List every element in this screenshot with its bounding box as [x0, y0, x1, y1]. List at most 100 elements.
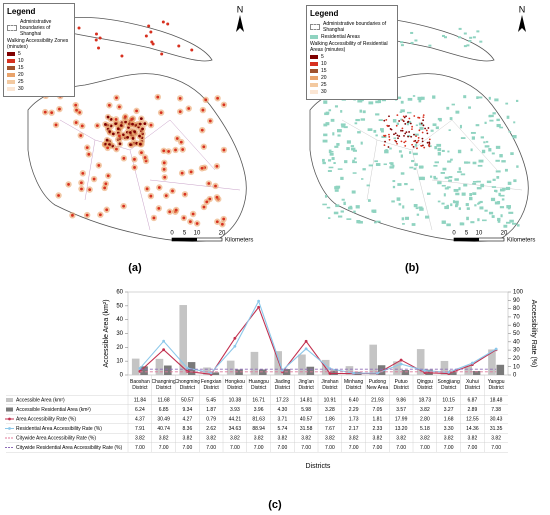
table-cell: 3.82 [444, 435, 454, 441]
table-cell: 2.33 [373, 426, 383, 432]
residential-area [368, 101, 374, 105]
table-cell: 3.96 [254, 407, 264, 413]
table-cell: 17.23 [276, 397, 289, 403]
bar [203, 367, 211, 375]
residential-area [475, 124, 480, 127]
scale-label: 20 [501, 231, 508, 237]
legend-label: Citywide Area Accessibility Rate (%) [16, 435, 96, 441]
legend-label: Area Accessibility Rate (%) [16, 416, 76, 422]
table-cell: 3.28 [325, 407, 335, 413]
residential-area [322, 158, 325, 162]
point [185, 366, 189, 370]
legend-text: 15 [321, 68, 327, 74]
residential-area [352, 159, 355, 163]
legend-text: Residential Areas [321, 34, 360, 40]
point [304, 339, 308, 343]
residential-area [500, 214, 503, 218]
zone-core [401, 129, 404, 132]
legend-row: Administrative boundaries of Shanghai [310, 21, 394, 33]
residential-area [383, 163, 387, 166]
table-cell: 3.82 [468, 435, 478, 441]
table-cell: 44.21 [229, 416, 242, 422]
zone-core [422, 114, 425, 116]
residential-area [459, 222, 464, 225]
x-tick-label: Jinshan District [321, 379, 338, 391]
zone-core [195, 222, 199, 225]
zone-core [116, 127, 120, 131]
residential-area [337, 134, 341, 137]
zone-core [133, 130, 137, 134]
zone-core [398, 120, 401, 122]
residential-area [463, 45, 467, 48]
table-cell: 3.82 [278, 435, 288, 441]
x-tick-label: Hongkou District [225, 379, 245, 391]
residential-area [506, 115, 510, 119]
residential-area [513, 179, 517, 183]
residential-area [379, 128, 384, 131]
table-cell: 7.00 [396, 445, 406, 451]
residential-area [480, 136, 485, 139]
zone-core [411, 125, 414, 128]
residential-area [430, 129, 434, 132]
zone-core [396, 114, 399, 117]
scale-label: 10 [476, 231, 483, 237]
bar [330, 370, 338, 375]
residential-area [407, 97, 413, 101]
zone-core [54, 123, 58, 127]
residential-area [425, 215, 430, 219]
zone-core [79, 134, 83, 137]
zone-core [202, 205, 206, 209]
table-cell: 9.86 [396, 397, 406, 403]
legend-text: Administrative boundaries of Shanghai [20, 19, 52, 37]
residential-area [406, 122, 409, 126]
zone-core [401, 127, 404, 130]
legend-row: 25 [7, 79, 71, 85]
zone-core [205, 200, 209, 204]
residential-area [479, 200, 483, 204]
legend-row: 30 [7, 86, 71, 92]
scale-bar-fill [454, 238, 479, 241]
residential-area [516, 224, 520, 227]
table-cell: 3.93 [230, 407, 240, 413]
residential-area [354, 122, 358, 125]
legend-text: 30 [18, 86, 24, 92]
residential-area [373, 129, 377, 133]
bar [226, 360, 235, 375]
zone-core [388, 138, 391, 141]
zone-core [135, 109, 138, 113]
legend-label: Accessible Area (km²) [16, 397, 65, 403]
zone-core [67, 183, 70, 186]
residential-area [351, 190, 356, 194]
zone-core [390, 128, 393, 131]
y2-tick-label: 40 [513, 339, 520, 345]
y2-tick-label: 10 [513, 364, 520, 370]
legend-swatch [310, 69, 318, 73]
residential-area [346, 147, 350, 151]
x-tick-label: Jiading District [274, 379, 290, 391]
point [399, 358, 403, 362]
residential-area [448, 129, 451, 132]
legend-row: 15 [310, 68, 394, 74]
zone-core [138, 134, 141, 138]
residential-area [476, 96, 479, 99]
residential-area [482, 149, 486, 153]
residential-area [389, 147, 392, 150]
scale-bar-fill [172, 238, 197, 241]
residential-area [336, 143, 340, 146]
y2-tick-label: 30 [513, 348, 520, 354]
residential-area [449, 117, 453, 120]
residential-area [355, 118, 360, 122]
residential-area [416, 213, 420, 216]
table-cell: 3.57 [396, 407, 406, 413]
residential-area [504, 168, 508, 172]
table-cell: 40.57 [300, 416, 313, 422]
zone-core [77, 26, 81, 30]
residential-area [375, 134, 378, 137]
residential-area [411, 159, 415, 163]
legend-swatch [6, 398, 13, 402]
residential-area [496, 118, 500, 122]
legend-text: Administrative boundaries of Shanghai [323, 21, 387, 33]
zone-core [122, 204, 126, 208]
table-cell: 7.00 [206, 445, 216, 451]
legend-text: 10 [321, 61, 327, 67]
